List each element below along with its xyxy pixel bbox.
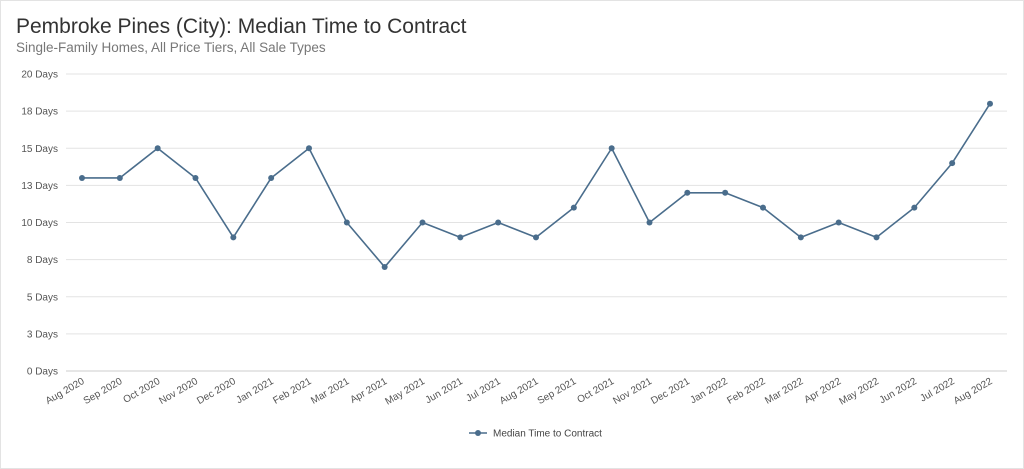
- x-tick-label: Jun 2021: [424, 376, 466, 406]
- data-point: [608, 145, 615, 152]
- data-point: [797, 234, 804, 241]
- x-tick-label: Dec 2020: [195, 376, 238, 407]
- x-tick-label: Feb 2021: [271, 376, 313, 407]
- x-tick-label: Mar 2021: [309, 376, 351, 407]
- data-point: [154, 145, 161, 152]
- x-tick-label: May 2022: [837, 376, 881, 408]
- data-point: [911, 204, 918, 211]
- data-point: [684, 189, 691, 196]
- data-point: [230, 234, 237, 241]
- data-point: [79, 174, 85, 181]
- data-point: [646, 219, 653, 226]
- data-point: [873, 234, 880, 241]
- data-point: [722, 189, 729, 196]
- data-point: [116, 174, 123, 181]
- x-tick-label: Feb 2022: [725, 376, 767, 407]
- data-point: [192, 174, 199, 181]
- x-tick-label: Apr 2022: [803, 376, 844, 406]
- y-tick-label: 0 Days: [27, 367, 58, 378]
- data-point: [570, 204, 577, 211]
- data-point: [987, 100, 993, 107]
- data-point: [268, 174, 275, 181]
- y-tick-label: 3 Days: [27, 329, 58, 340]
- x-tick-label: Sep 2020: [82, 376, 125, 407]
- legend-label: Median Time to Contract: [493, 429, 602, 440]
- x-tick-label: Aug 2021: [498, 376, 541, 407]
- data-point: [419, 219, 426, 226]
- y-tick-label: 5 Days: [27, 292, 58, 303]
- data-point: [457, 234, 464, 241]
- data-point: [495, 219, 502, 226]
- x-tick-label: Oct 2020: [122, 376, 163, 406]
- data-point: [381, 264, 388, 271]
- y-tick-label: 20 Days: [21, 70, 58, 81]
- chart-subtitle: Single-Family Homes, All Price Tiers, Al…: [16, 40, 326, 55]
- x-tick-label: Jan 2021: [235, 376, 277, 406]
- data-point: [343, 219, 350, 226]
- data-point: [760, 204, 766, 211]
- y-tick-label: 8 Days: [27, 255, 58, 266]
- x-tick-label: Sep 2021: [536, 376, 579, 407]
- data-point: [835, 219, 842, 226]
- chart-title: Pembroke Pines (City): Median Time to Co…: [16, 15, 467, 38]
- data-point: [533, 234, 539, 241]
- x-tick-label: Nov 2020: [157, 376, 200, 407]
- x-tick-label: Aug 2022: [952, 376, 995, 407]
- data-point: [306, 145, 312, 152]
- x-tick-label: Jun 2022: [878, 376, 920, 406]
- x-tick-label: May 2021: [383, 376, 427, 408]
- x-tick-label: Jan 2022: [689, 376, 731, 406]
- y-tick-label: 10 Days: [21, 218, 58, 229]
- x-tick-label: Jul 2022: [918, 376, 957, 405]
- x-tick-label: Nov 2021: [611, 376, 654, 407]
- y-tick-label: 18 Days: [21, 107, 58, 118]
- x-tick-label: Aug 2020: [44, 376, 87, 407]
- y-tick-label: 13 Days: [21, 181, 58, 192]
- x-tick-label: Mar 2022: [763, 376, 805, 407]
- x-tick-label: Jul 2021: [464, 376, 503, 405]
- y-tick-label: 15 Days: [21, 144, 58, 155]
- x-tick-label: Oct 2021: [576, 376, 617, 406]
- x-tick-label: Apr 2021: [349, 376, 390, 406]
- data-point: [949, 160, 956, 167]
- legend-marker: [475, 430, 481, 436]
- x-tick-label: Dec 2021: [649, 376, 692, 407]
